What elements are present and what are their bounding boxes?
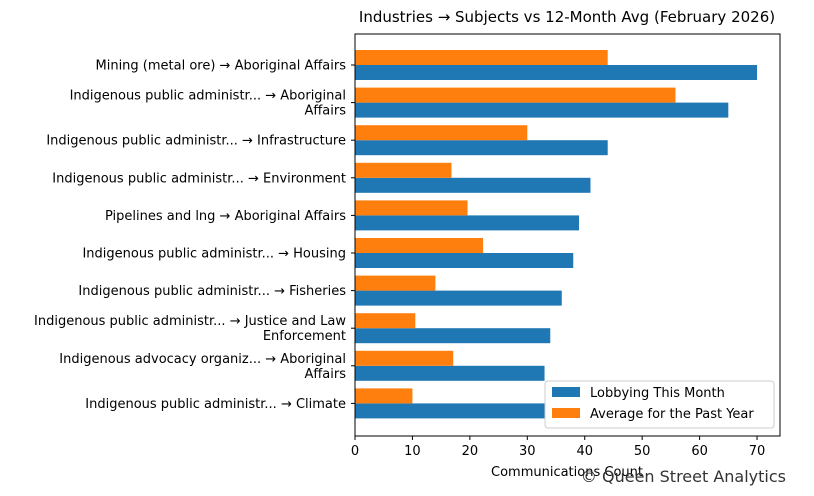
bar-average-5 — [355, 238, 484, 253]
y-tick-label: Enforcement — [263, 329, 346, 344]
bar-this-month-4 — [355, 215, 579, 231]
y-tick-label: Indigenous public administr... → Housing — [82, 247, 346, 262]
legend-swatch-1 — [552, 408, 580, 418]
legend-box — [544, 380, 775, 429]
y-tick-label: Indigenous public administr... → Fisheri… — [78, 284, 346, 299]
y-tick-label: Indigenous public administr... → Environ… — [52, 171, 346, 186]
x-axis-label: Communications Count — [491, 465, 643, 480]
bars-layer — [355, 50, 758, 419]
y-tick-labels: Mining (metal ore) → Aboriginal Affairs I… — [34, 59, 355, 412]
bar-average-9 — [355, 388, 413, 404]
bar-average-0 — [355, 50, 608, 65]
bar-this-month-8 — [355, 365, 545, 381]
bar-this-month-7 — [355, 328, 551, 344]
y-tick-label: Affairs — [304, 367, 346, 382]
x-tick-label: 70 — [749, 444, 766, 459]
bar-this-month-0 — [355, 65, 758, 80]
bar-this-month-6 — [355, 290, 562, 306]
legend-entry-1: Average for the Past Year — [590, 407, 754, 422]
x-tick-label: 40 — [576, 444, 593, 459]
x-tick-label: 50 — [634, 444, 651, 459]
bar-average-4 — [355, 200, 468, 216]
bar-average-1 — [355, 87, 676, 103]
bar-this-month-2 — [355, 140, 608, 156]
bar-average-3 — [355, 162, 452, 178]
bar-average-6 — [355, 275, 436, 291]
plot-frame — [354, 33, 781, 437]
y-tick-label: Indigenous public administr... → Aborigi… — [70, 89, 346, 104]
y-tick-label: Indigenous public administr... → Infrast… — [46, 134, 346, 149]
x-tick-label: 20 — [462, 444, 479, 459]
x-tick-label: 30 — [519, 444, 536, 459]
chart-title: Industries → Subjects vs 12-Month Avg (F… — [359, 8, 775, 26]
bar-average-7 — [355, 313, 416, 329]
y-tick-label: Pipelines and lng → Aboriginal Affairs — [105, 209, 346, 224]
x-ticks: 0 10 20 30 40 50 60 70 — [351, 436, 765, 459]
legend: Lobbying This Month Average for the Past … — [544, 380, 775, 429]
x-tick-label: 10 — [404, 444, 421, 459]
bar-this-month-5 — [355, 253, 574, 268]
legend-entry-0: Lobbying This Month — [590, 386, 725, 401]
watermark: © Queen Street Analytics — [581, 467, 786, 486]
bar-average-2 — [355, 125, 528, 141]
bar-this-month-1 — [355, 102, 729, 118]
y-tick-label: Indigenous advocacy organiz... → Aborigi… — [59, 352, 346, 367]
bar-average-8 — [355, 350, 454, 366]
y-tick-label: Indigenous public administr... → Climate — [85, 397, 346, 412]
legend-swatch-0 — [552, 387, 580, 397]
y-tick-label: Affairs — [304, 104, 346, 119]
bar-this-month-3 — [355, 177, 591, 193]
y-tick-label: Mining (metal ore) → Aboriginal Affairs — [96, 59, 347, 74]
x-tick-label: 60 — [691, 444, 708, 459]
x-tick-label: 0 — [351, 444, 359, 459]
bar-this-month-9 — [355, 403, 545, 419]
y-tick-label: Indigenous public administr... → Justice… — [34, 314, 346, 329]
